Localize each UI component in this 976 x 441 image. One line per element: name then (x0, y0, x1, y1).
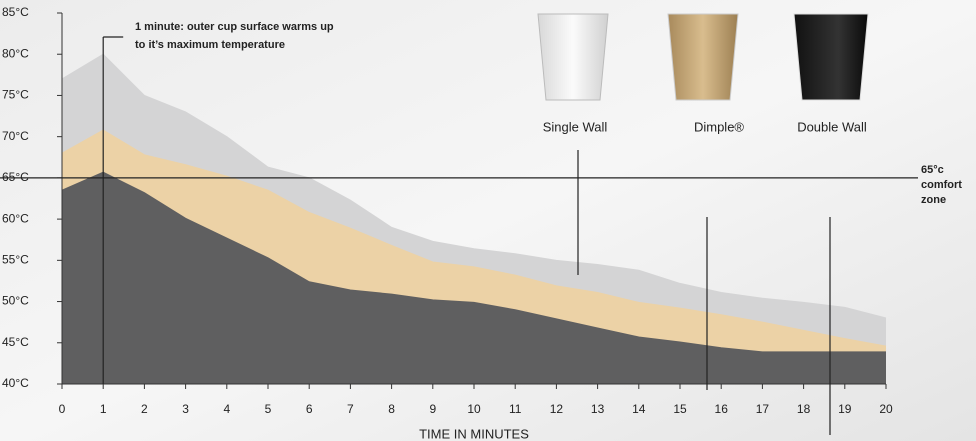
y-tick-label: 50°C (2, 294, 29, 308)
x-axis-label: TIME IN MINUTES (419, 426, 529, 441)
y-tick-label: 80°C (2, 46, 29, 60)
x-tick-label: 17 (756, 402, 770, 416)
x-tick-label: 13 (591, 402, 605, 416)
x-tick-label: 0 (59, 402, 66, 416)
cup-dimple (668, 14, 738, 100)
x-tick-label: 10 (467, 402, 481, 416)
x-tick-label: 6 (306, 402, 313, 416)
reference-label: comfort (921, 179, 962, 191)
x-tick-label: 14 (632, 402, 646, 416)
x-tick-label: 15 (673, 402, 687, 416)
x-tick-label: 19 (838, 402, 852, 416)
reference-label: 65°c (921, 164, 944, 176)
legend-label: Double Wall (797, 119, 867, 134)
y-tick-label: 40°C (2, 376, 29, 390)
y-tick-label: 65°C (2, 170, 29, 184)
annotation-text: 1 minute: outer cup surface warms up (135, 21, 334, 33)
legend-label: Dimple® (694, 119, 744, 134)
annotation-text: to it’s maximum temperature (135, 39, 285, 51)
x-tick-label: 2 (141, 402, 148, 416)
y-tick-label: 45°C (2, 335, 29, 349)
cup-icons (538, 14, 868, 100)
x-tick-label: 11 (509, 402, 522, 416)
x-tick-label: 16 (715, 402, 729, 416)
cup-double-wall (794, 14, 868, 100)
legend-label: Single Wall (543, 119, 608, 134)
y-tick-label: 70°C (2, 129, 29, 143)
x-tick-label: 12 (550, 402, 564, 416)
y-tick-label: 85°C (2, 5, 29, 19)
x-tick-label: 5 (265, 402, 272, 416)
reference-label: zone (921, 194, 946, 206)
chart: 40°C 45°C 50°C 55°C 60°C 65°C 70°C 75°C 80°C 85°C… (0, 0, 976, 441)
y-tick-label: 60°C (2, 211, 29, 225)
x-tick-label: 1 (100, 402, 107, 416)
x-tick-label: 18 (797, 402, 811, 416)
x-tick-label: 8 (388, 402, 395, 416)
x-tick-label: 3 (182, 402, 189, 416)
y-tick-label: 55°C (2, 253, 29, 267)
y-tick-label: 75°C (2, 88, 29, 102)
x-tick-label: 4 (223, 402, 230, 416)
x-tick-label: 7 (347, 402, 354, 416)
cup-single-wall (538, 14, 608, 100)
x-tick-label: 9 (429, 402, 436, 416)
x-tick-label: 20 (879, 402, 893, 416)
